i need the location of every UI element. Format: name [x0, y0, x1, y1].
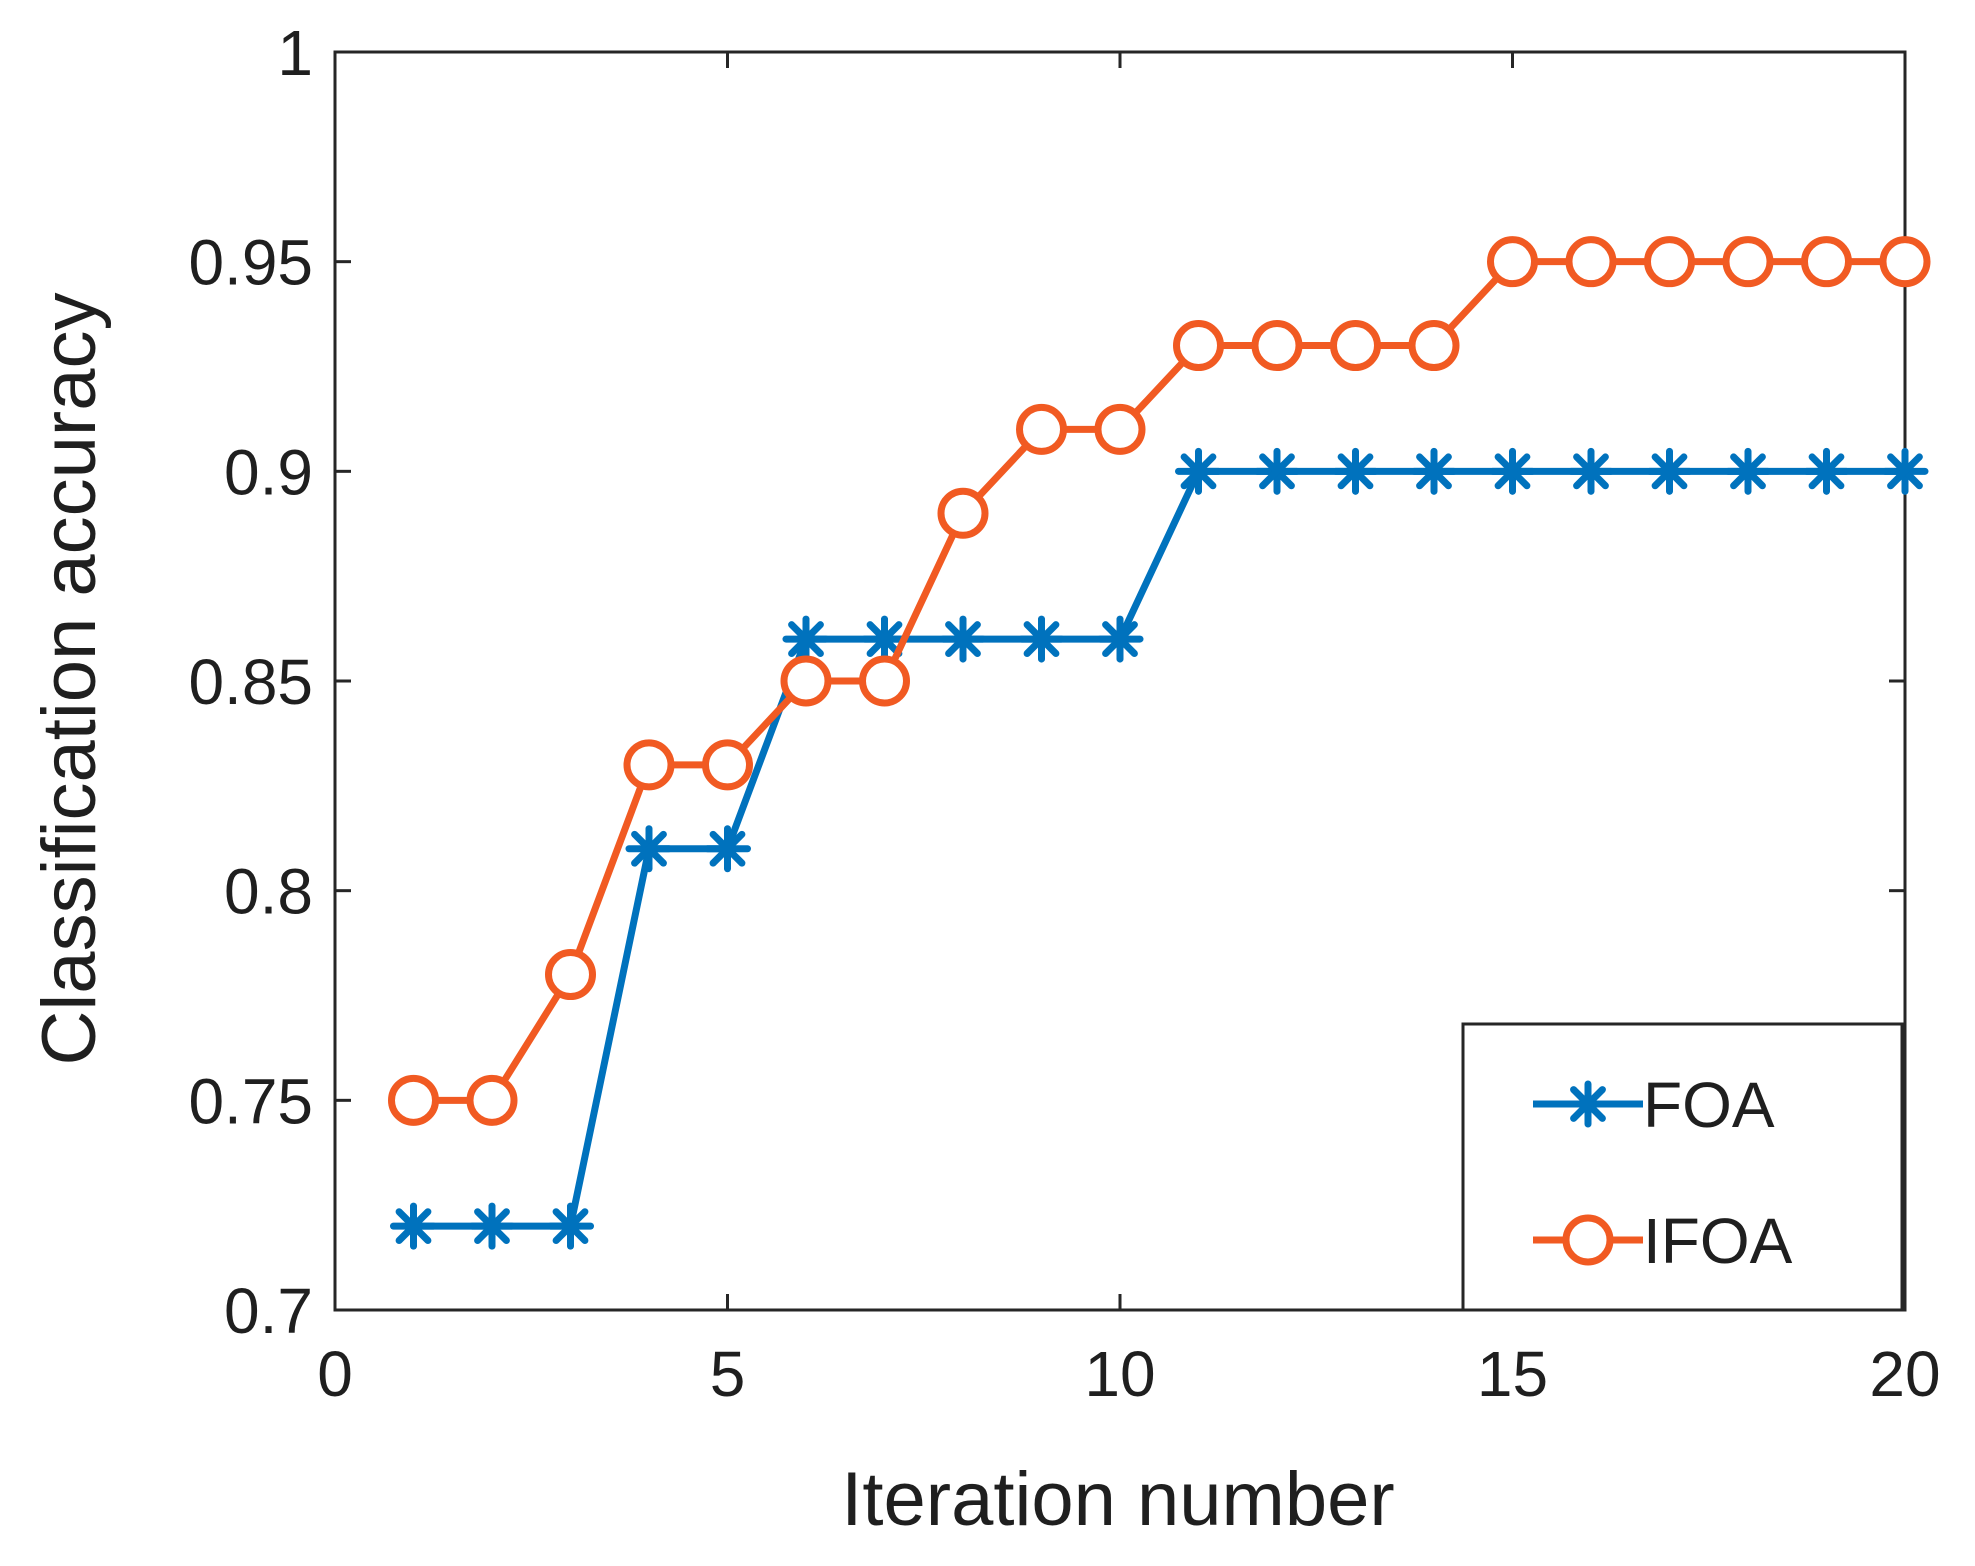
asterisk-stroke — [1730, 453, 1766, 490]
asterisk-stroke — [788, 621, 824, 657]
data-point-foa — [939, 615, 987, 663]
x-axis: 0 5 10 15 20 — [317, 52, 1941, 1410]
data-point-foa — [1724, 447, 1772, 495]
data-point-foa — [1646, 447, 1693, 495]
legend-marker — [1564, 1080, 1612, 1128]
x-axis-label: Iteration number — [841, 1457, 1394, 1542]
y-tick-label: 0.95 — [188, 227, 313, 299]
x-tick-label: 15 — [1477, 1338, 1548, 1410]
data-point-foa — [1489, 447, 1536, 495]
legend-marker — [1562, 1214, 1614, 1266]
y-axis: 0.7 0.75 0.8 0.85 0.9 0.95 1 — [188, 17, 1905, 1347]
x-tick-label: 5 — [710, 1338, 746, 1410]
y-tick-label: 0.85 — [188, 646, 313, 718]
data-point-foa — [1567, 447, 1615, 495]
y-tick-label: 0.7 — [224, 1275, 313, 1347]
legend-box — [1461, 1022, 1904, 1312]
data-point-ifoa — [1016, 403, 1067, 455]
data-point-foa — [468, 1202, 516, 1250]
legend-item-foa: FOA — [1533, 1069, 1775, 1141]
x-tick-label: 0 — [317, 1338, 353, 1410]
data-point-ifoa — [1094, 403, 1146, 455]
data-point-ifoa — [1722, 236, 1774, 288]
y-axis-label: Classification accuracy — [27, 293, 112, 1066]
data-point-ifoa — [1487, 236, 1538, 288]
asterisk-stroke — [1337, 453, 1374, 490]
data-point-foa — [782, 615, 830, 663]
data-point-foa — [1096, 615, 1144, 663]
y-tick-label: 0.8 — [224, 856, 313, 928]
asterisk-stroke — [1023, 621, 1060, 657]
asterisk-stroke — [552, 1208, 589, 1245]
y-tick-label: 1 — [277, 17, 313, 89]
data-point-ifoa — [1644, 236, 1695, 288]
asterisk-stroke — [1573, 453, 1609, 490]
data-point-ifoa — [1879, 236, 1931, 288]
asterisk-stroke — [1259, 453, 1295, 490]
data-point-foa — [547, 1202, 594, 1250]
data-point-ifoa — [702, 739, 753, 791]
asterisk-stroke — [866, 621, 903, 657]
data-point-ifoa — [1330, 320, 1381, 372]
asterisk-stroke — [631, 830, 667, 867]
data-point-ifoa — [1173, 320, 1224, 372]
asterisk-stroke — [1416, 453, 1452, 490]
asterisk-stroke — [709, 830, 746, 867]
data-point-foa — [1803, 447, 1850, 495]
x-tick-label: 20 — [1869, 1338, 1940, 1410]
asterisk-stroke — [1887, 453, 1923, 490]
data-point-foa — [390, 1202, 437, 1250]
x-tick-label: 10 — [1084, 1338, 1155, 1410]
legend: FOA IFOA — [1461, 1022, 1904, 1312]
series-ifoa — [388, 236, 1931, 1126]
data-point-foa — [1018, 615, 1065, 663]
data-point-ifoa — [780, 655, 832, 707]
data-point-ifoa — [859, 655, 910, 707]
data-point-foa — [1253, 447, 1301, 495]
data-point-foa — [1175, 447, 1222, 495]
asterisk-stroke — [1651, 453, 1688, 490]
data-point-ifoa — [937, 487, 989, 539]
y-tick-label: 0.9 — [224, 436, 313, 508]
legend-item-ifoa: IFOA — [1533, 1205, 1793, 1277]
asterisk-stroke — [945, 621, 981, 657]
data-point-ifoa — [1251, 320, 1303, 372]
asterisk-stroke — [1570, 1086, 1606, 1122]
asterisk-stroke — [1494, 453, 1531, 490]
asterisk-stroke — [1102, 621, 1138, 657]
series-layer — [388, 236, 1931, 1250]
data-point-foa — [625, 825, 673, 873]
series-foa — [390, 447, 1929, 1250]
legend-label: IFOA — [1643, 1205, 1793, 1277]
data-point-ifoa — [388, 1074, 439, 1126]
data-point-ifoa — [1801, 236, 1852, 288]
asterisk-stroke — [474, 1208, 510, 1245]
data-point-foa — [704, 825, 751, 873]
data-point-foa — [861, 615, 908, 663]
y-tick-label: 0.75 — [188, 1065, 313, 1137]
data-point-ifoa — [1565, 236, 1617, 288]
data-point-ifoa — [466, 1074, 518, 1126]
legend-label: FOA — [1643, 1069, 1775, 1141]
data-point-ifoa — [545, 949, 596, 1001]
data-point-ifoa — [623, 739, 675, 791]
asterisk-stroke — [1808, 453, 1845, 490]
data-point-foa — [1332, 447, 1379, 495]
asterisk-stroke — [1180, 453, 1217, 490]
data-point-foa — [1410, 447, 1458, 495]
asterisk-stroke — [395, 1208, 432, 1245]
data-point-foa — [1881, 447, 1929, 495]
data-point-ifoa — [1408, 320, 1460, 372]
